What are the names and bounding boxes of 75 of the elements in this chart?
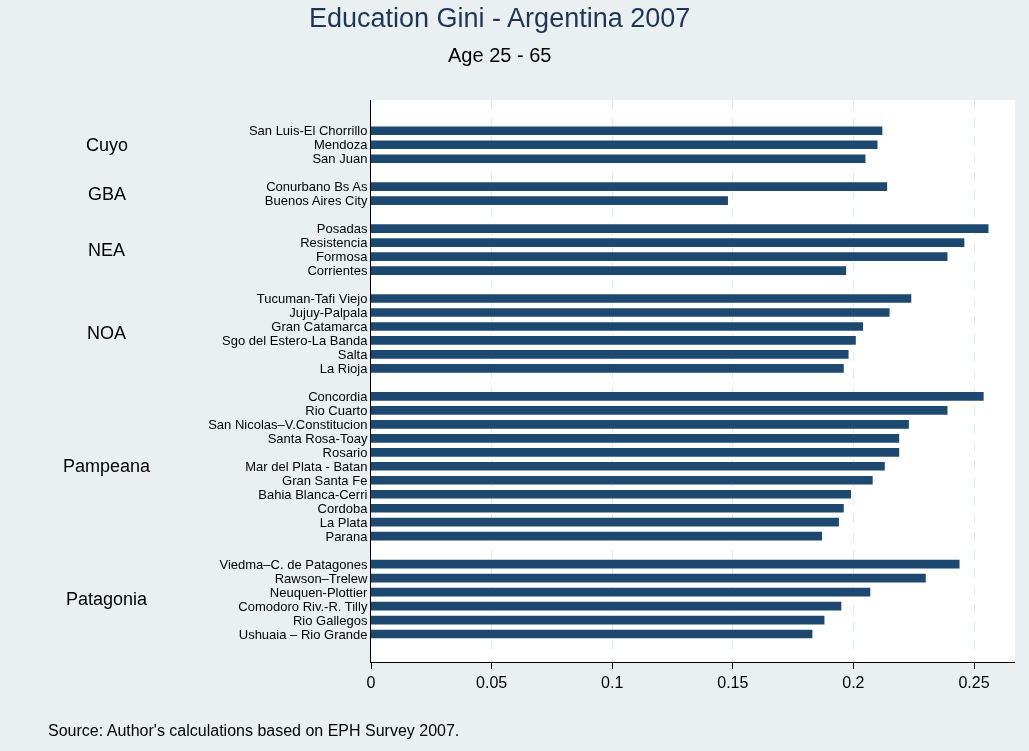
- chart-title: Education Gini - Argentina 2007: [309, 3, 691, 33]
- bar: [371, 322, 864, 331]
- y-tick-label: Jujuy-Palpala: [289, 305, 369, 321]
- text: GBA: [88, 184, 127, 204]
- y-tick-label: La Rioja: [319, 360, 369, 376]
- bar: [371, 266, 847, 275]
- text: Pampeana: [63, 456, 152, 476]
- bar: [371, 252, 948, 261]
- bar: [371, 238, 965, 247]
- source-note: Source: Author's calculations based on EPH Survey 2007.: [48, 722, 460, 739]
- bar: [371, 517, 839, 527]
- bar: [371, 461, 885, 471]
- y-tick-label: Formosa: [316, 249, 369, 265]
- x-tick-label: 0.1: [601, 674, 624, 692]
- y-tick-label: Rio Cuarto: [305, 402, 368, 418]
- y-tick-label: Corrientes: [307, 263, 368, 279]
- bar: [371, 364, 844, 373]
- bar: [371, 406, 948, 415]
- bar: [371, 601, 842, 611]
- y-tick-label: Mar del Plata - Batan: [245, 458, 368, 474]
- bar: [371, 336, 856, 345]
- y-tick-label: Comodoro Riv.-R. Tilly: [238, 598, 368, 614]
- y-tick-label: Parana: [325, 528, 369, 544]
- bar: [371, 196, 728, 205]
- y-tick-label: San Juan: [312, 151, 368, 167]
- bar: [371, 154, 866, 164]
- y-tick-label: Concordia: [308, 388, 369, 404]
- bar: [371, 573, 926, 583]
- bar: [371, 587, 871, 597]
- y-tick-label: Tucuman-Tafi Viejo: [256, 291, 368, 307]
- text: Cuyo: [86, 135, 129, 155]
- bar: [371, 559, 960, 569]
- y-tick-label: Cordoba: [317, 500, 369, 516]
- bar: [371, 615, 825, 625]
- x-tick-label: 0.2: [842, 674, 865, 692]
- y-tick-label: San Luis-El Chorrillo: [248, 123, 368, 139]
- bar: [371, 126, 883, 136]
- y-tick-label: Santa Rosa-Toay: [267, 430, 368, 446]
- x-tick-label: 0.05: [476, 674, 508, 692]
- bar: [371, 531, 823, 541]
- bar: [371, 308, 890, 317]
- bar: [371, 224, 989, 233]
- x-tick-label: 0.15: [717, 674, 749, 692]
- text: Patagonia: [66, 589, 149, 609]
- y-tick-label: San Nicolas–V.Constitucion: [208, 416, 368, 432]
- y-tick-label: Mendoza: [313, 137, 369, 153]
- x-tick-label: 0: [366, 674, 376, 692]
- y-tick-label: Gran Catamarca: [271, 319, 369, 335]
- bar: [371, 629, 813, 639]
- bar: [371, 447, 900, 457]
- bar: [371, 489, 851, 499]
- y-tick-label: Resistencia: [300, 235, 369, 251]
- y-tick-label: Salta: [337, 346, 369, 362]
- bar: [371, 420, 909, 429]
- y-tick-label: Neuquen-Plottier: [269, 584, 369, 600]
- bar: [371, 503, 844, 513]
- bar: [371, 182, 888, 192]
- y-tick-label: Gran Santa Fe: [282, 472, 368, 488]
- x-tick-label: 0.25: [958, 674, 990, 692]
- chart-subtitle: Age 25 - 65: [448, 44, 552, 66]
- y-tick-label: Viedma–C. de Patagones: [219, 556, 368, 572]
- text: NOA: [87, 323, 127, 343]
- y-tick-label: Conurbano Bs As: [266, 179, 368, 195]
- bar: [371, 392, 984, 401]
- y-tick-label: La Plata: [319, 514, 369, 530]
- y-tick-label: Bahia Blanca-Cerri: [258, 486, 368, 502]
- text: NEA: [88, 240, 126, 260]
- bar: [371, 433, 900, 443]
- bar: [371, 140, 878, 150]
- bar: [371, 294, 912, 303]
- y-tick-label: Sgo del Estero-La Banda: [222, 333, 369, 349]
- y-tick-label: Posadas: [316, 221, 368, 237]
- y-tick-label: Buenos Aires City: [264, 193, 368, 209]
- bar: [371, 475, 873, 485]
- bar: [371, 350, 849, 359]
